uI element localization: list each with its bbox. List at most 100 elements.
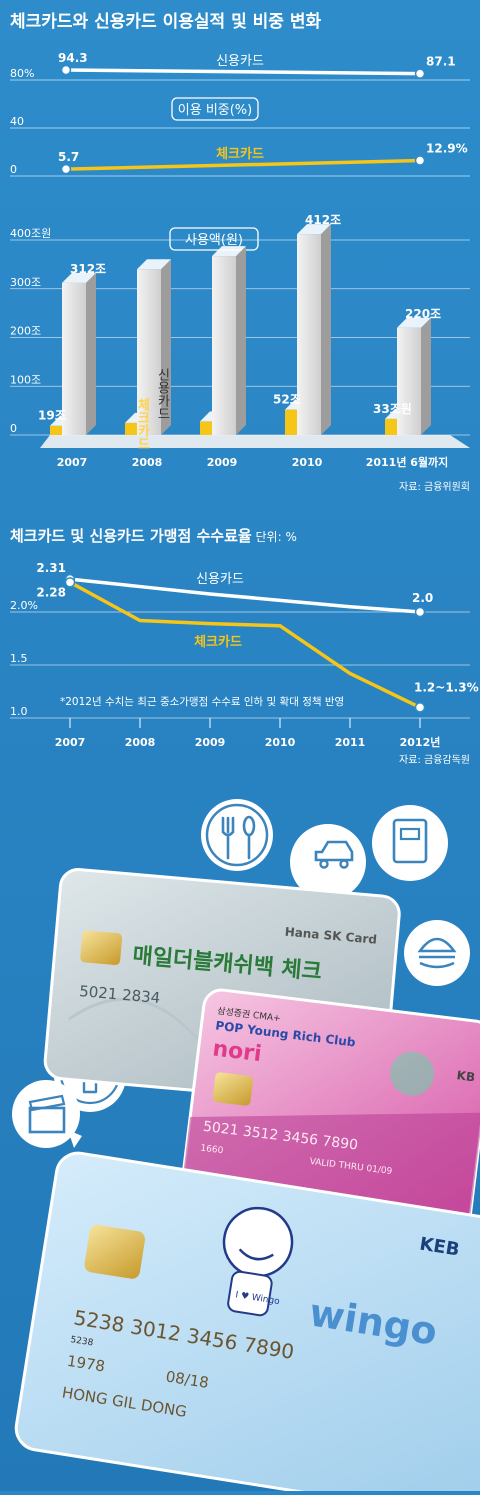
chart3-series: 2.31 2.0 신용카드 2.28 1.2~1.3% 체크카드 <box>36 561 479 713</box>
data-point <box>414 155 426 166</box>
bar-value-label: 412조 <box>305 213 341 227</box>
series-line <box>69 577 421 614</box>
chart2-subtitle: 사용액(원) <box>185 233 243 248</box>
x-tick-label: 2010 <box>265 736 296 749</box>
chart3-x-labels: 2007 2008 2009 2010 2011 2012년 <box>55 735 441 749</box>
bar-top <box>397 317 431 328</box>
bar-side <box>236 246 246 435</box>
data-point <box>60 163 72 175</box>
y-tick-label: 200조 <box>10 325 41 338</box>
series-name: 신용카드 <box>196 572 244 587</box>
data-label: 2.31 <box>36 561 66 575</box>
chart2-box <box>169 227 259 251</box>
x-tick-label: 2007 <box>55 736 86 749</box>
series-line <box>65 68 421 76</box>
bar-side <box>321 224 331 435</box>
y-tick-label: 2.0% <box>10 599 38 612</box>
card3-member-since: 1978 <box>66 1352 107 1376</box>
bar-top <box>297 224 331 235</box>
chart1-title: 체크카드와 신용카드 이용실적 및 비중 변화 <box>10 12 321 32</box>
x-tick-label: 2008 <box>125 736 156 749</box>
bar-value-label: 19조 <box>38 409 66 423</box>
data-point <box>414 68 426 79</box>
bar-top <box>62 272 96 283</box>
data-point <box>64 577 76 588</box>
bar-value-label: 33조원 <box>373 402 412 416</box>
bar-value-label: 220조 <box>405 307 441 321</box>
clapperboard-icon <box>12 1080 82 1148</box>
x-tick-label: 2007 <box>57 456 88 469</box>
series-name: 신용카드 <box>216 54 264 69</box>
bar-side <box>161 259 171 435</box>
card2-name: nori <box>211 1036 263 1067</box>
data-label: 2.28 <box>36 585 66 599</box>
x-tick-label: 2010 <box>292 456 323 469</box>
bar <box>297 234 321 435</box>
y-tick-label: 300조 <box>10 276 41 289</box>
series-line <box>65 158 421 171</box>
bar <box>62 282 86 435</box>
x-tick-label: 2012년 <box>400 735 441 749</box>
chart1-subtitle: 이용 비중(%) <box>178 103 252 118</box>
card3-short-number: 5238 <box>70 1335 94 1349</box>
x-tick-label: 2009 <box>195 736 226 749</box>
y-tick-label: 1.5 <box>10 652 28 665</box>
y-tick-label: 40 <box>10 115 24 128</box>
bar <box>137 269 161 435</box>
card3-chip <box>84 1224 146 1279</box>
burger-icon <box>404 920 470 986</box>
chart2-x-labels: 2007 2008 2009 2010 2011년 6월까지 <box>57 455 449 469</box>
y-tick-label: 0 <box>10 422 17 435</box>
chart1-ticks: 80% 40 0 <box>10 67 34 176</box>
x-tick-label: 2008 <box>132 456 163 469</box>
data-point <box>414 702 426 713</box>
data-label: 5.7 <box>58 150 79 164</box>
series-name: 체크카드 <box>194 635 242 650</box>
card1-chip <box>80 930 123 965</box>
chart1-gridlines <box>10 79 470 177</box>
book-icon <box>372 805 448 881</box>
data-label: 87.1 <box>426 55 456 69</box>
y-tick-label: 80% <box>10 67 34 80</box>
chart2-bars: 19조 312조 52조 412조 33조원 220조 <box>38 213 470 448</box>
bar <box>397 327 421 435</box>
x-tick-label: 2011 <box>335 736 366 749</box>
bar-label-check: 체크카드 <box>135 398 150 450</box>
data-label: 94.3 <box>58 51 88 65</box>
data-label: 12.9% <box>426 142 468 156</box>
y-tick-label: 100조 <box>10 373 41 386</box>
bar <box>212 256 236 435</box>
data-point <box>414 606 426 618</box>
chart3-footnote: *2012년 수치는 최근 중소가맹점 수수료 인하 및 확대 정책 반영 <box>60 695 344 708</box>
card-keb-wingo: KEB I ♥ Wingo wingo 5238 3012 3456 7890 … <box>14 1151 480 1495</box>
bar-floor <box>40 435 470 448</box>
bar-label-credit: 신용카드 <box>155 368 170 420</box>
chart1-series: 94.3 87.1 신용카드 5.7 12.9% 체크카드 <box>58 51 468 175</box>
bar-top <box>137 259 171 270</box>
card2-brand: KB <box>456 1068 476 1084</box>
chart3-title: 체크카드 및 신용카드 가맹점 수수료율 단위: % <box>10 527 297 545</box>
series-line <box>69 580 421 709</box>
chart3-gridlines <box>10 611 470 728</box>
bar-value-label: 312조 <box>70 262 106 276</box>
data-point <box>60 64 72 76</box>
y-tick-label: 0 <box>10 163 17 176</box>
x-tick-label: 2011년 6월까지 <box>366 455 449 469</box>
card2-chip <box>212 1072 254 1106</box>
chart3-source: 자료: 금융감독원 <box>399 754 470 766</box>
x-tick-label: 2009 <box>207 456 238 469</box>
series-name: 체크카드 <box>216 147 264 162</box>
chart2-source: 자료: 금융위원회 <box>399 480 470 493</box>
bar-side <box>421 317 431 435</box>
chart2-ticks: 400조원 300조 200조 100조 0 <box>10 227 51 435</box>
fork-spoon-icon <box>201 799 273 871</box>
data-label: 1.2~1.3% <box>414 680 479 694</box>
card2-extra: 1660 <box>200 1144 224 1157</box>
chart3-ticks: 2.0% 1.5 1.0 <box>10 599 38 718</box>
bar-side <box>86 272 96 435</box>
bar-value-label: 52조 <box>273 393 301 407</box>
card3-mascot <box>222 1206 294 1317</box>
bar-top <box>212 246 246 257</box>
